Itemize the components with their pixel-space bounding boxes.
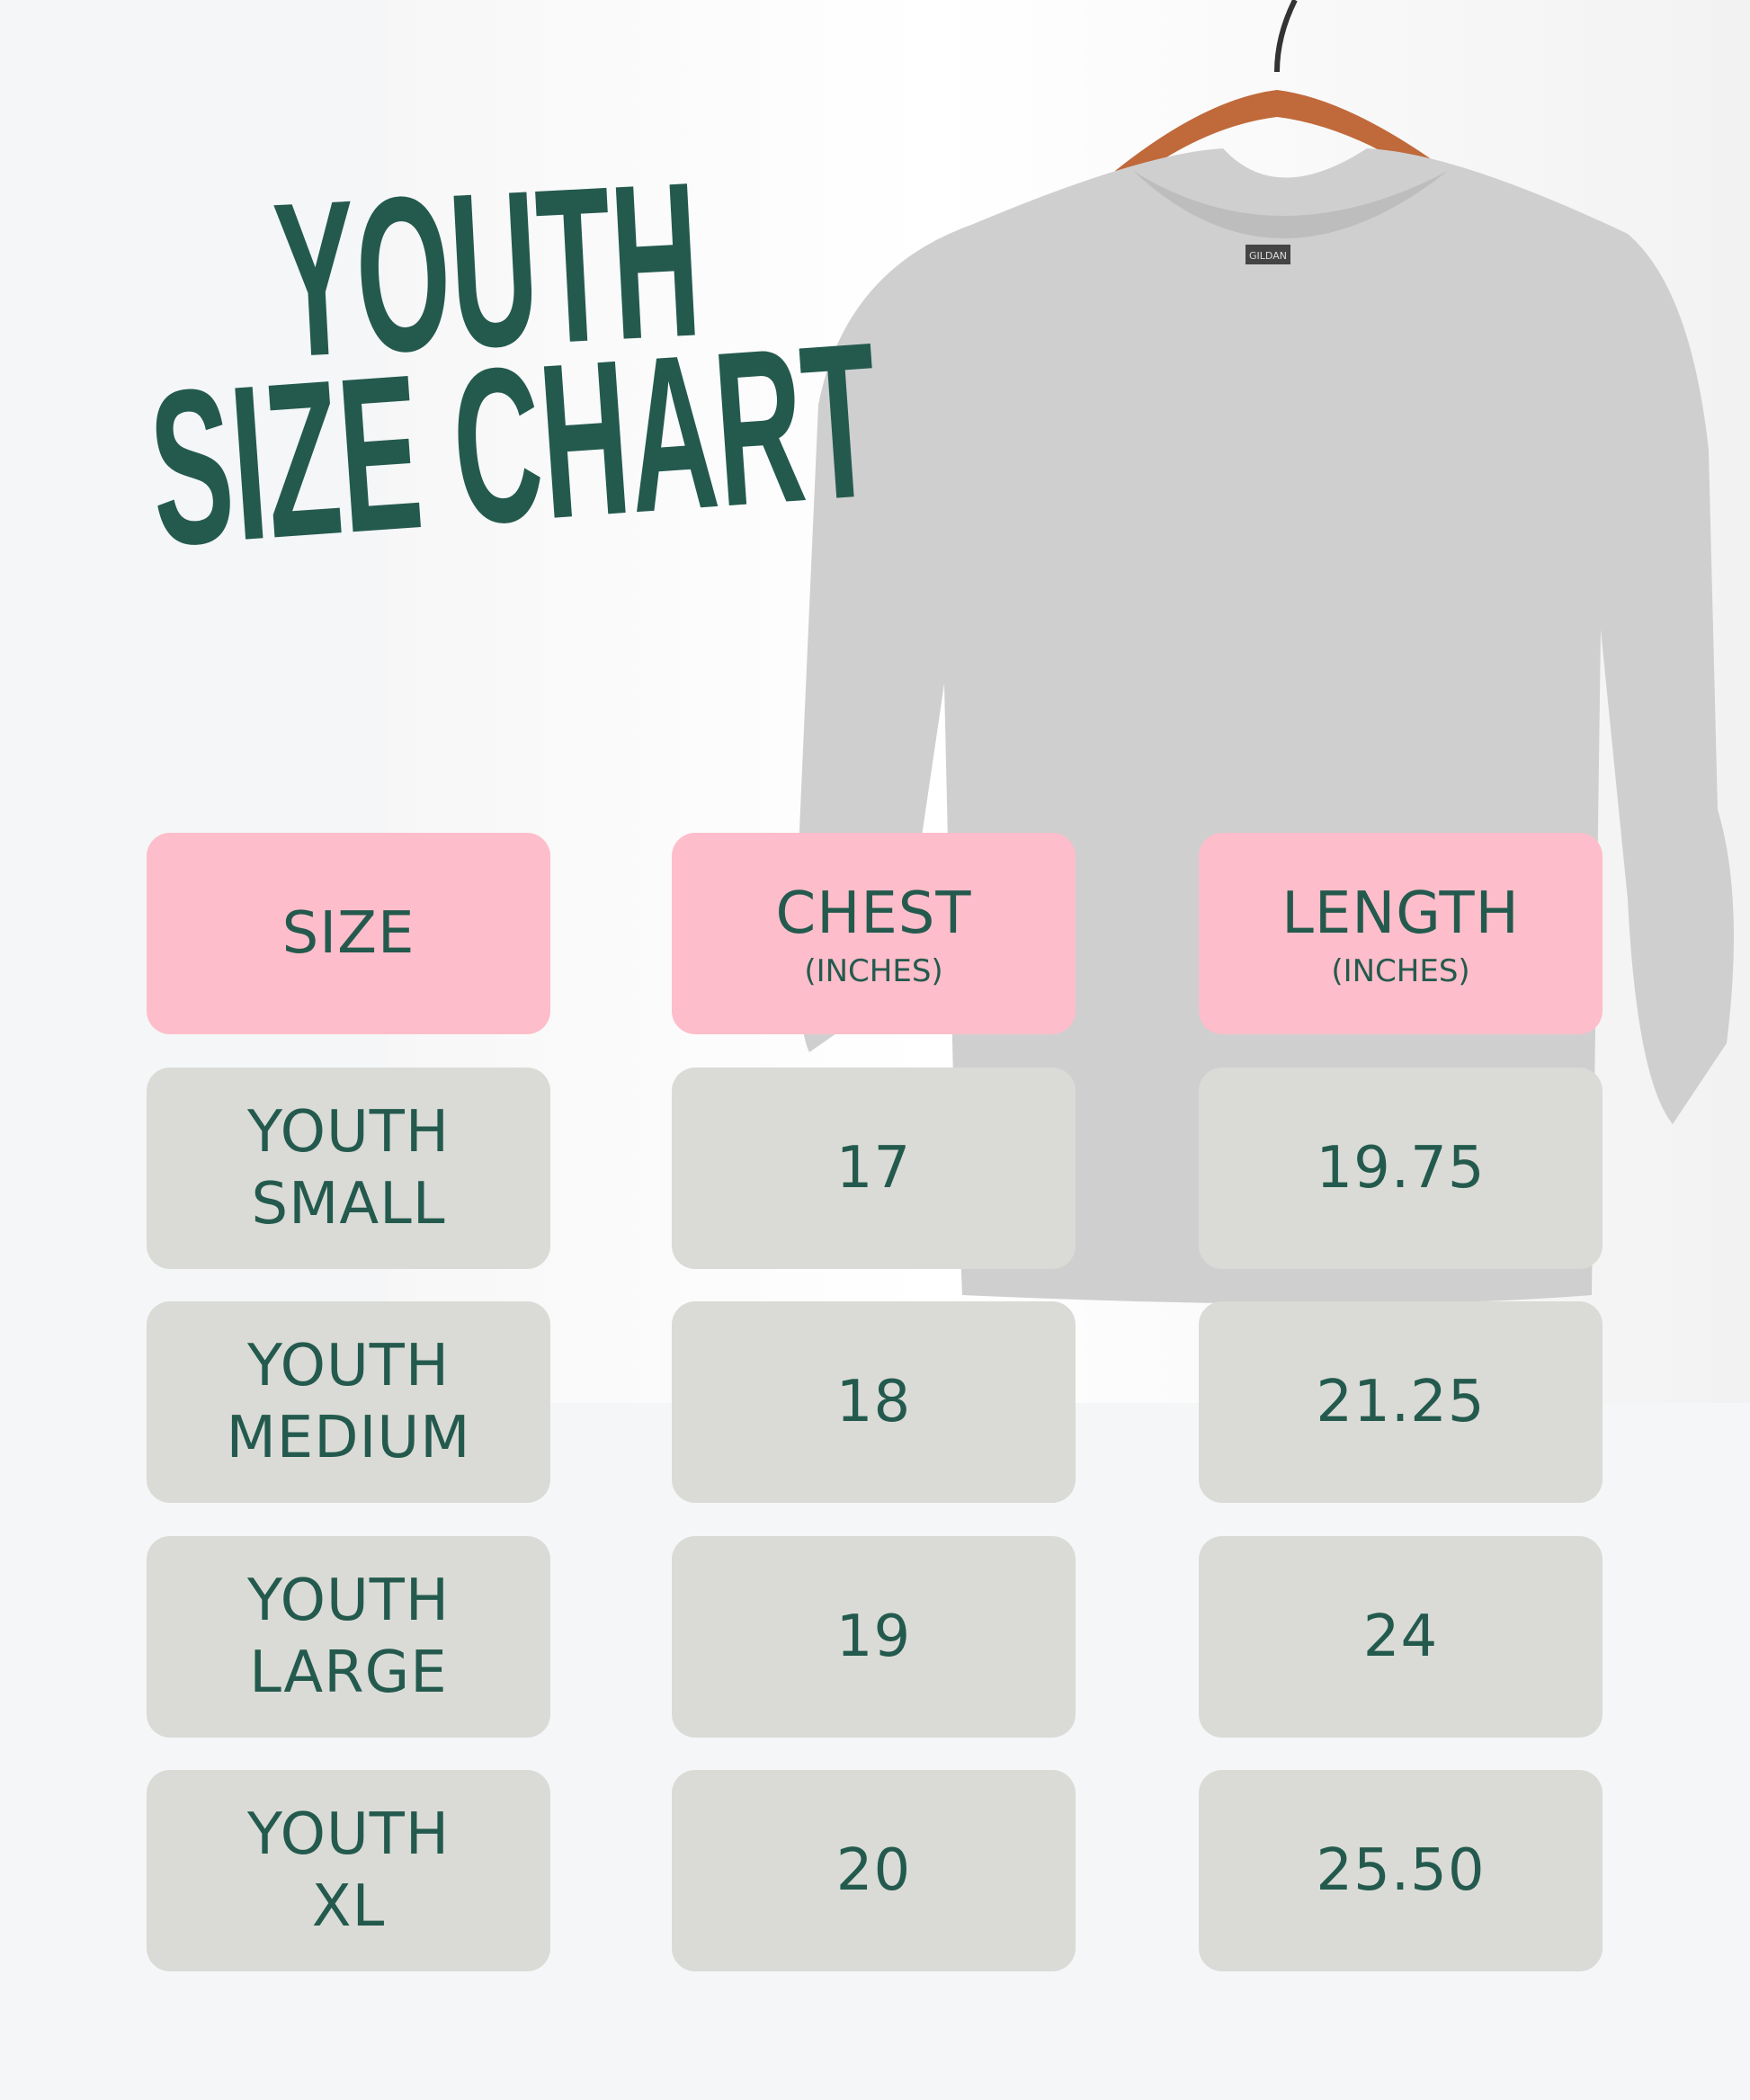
- chest-cell: 19: [672, 1536, 1076, 1738]
- title-line-2: SIZE CHART: [142, 295, 886, 593]
- size-line: YOUTH: [246, 1099, 451, 1166]
- size-cell: YOUTH MEDIUM: [147, 1301, 550, 1503]
- length-value: 25.50: [1316, 1837, 1486, 1904]
- chest-value: 20: [835, 1837, 912, 1904]
- size-cell: YOUTH XL: [147, 1770, 550, 1971]
- chest-cell: 18: [672, 1301, 1076, 1503]
- size-cell: YOUTH SMALL: [147, 1068, 550, 1269]
- header-unit: (INCHES): [804, 953, 943, 989]
- header-unit: (INCHES): [1331, 953, 1470, 989]
- size-line: YOUTH: [246, 1568, 451, 1634]
- length-cell: 21.25: [1199, 1301, 1603, 1503]
- brand-label: GILDAN: [1249, 250, 1287, 262]
- chest-cell: 17: [672, 1068, 1076, 1269]
- length-cell: 24: [1199, 1536, 1603, 1738]
- length-cell: 25.50: [1199, 1770, 1603, 1971]
- length-value: 24: [1362, 1604, 1439, 1670]
- header-label: CHEST: [775, 880, 972, 947]
- header-label: LENGTH: [1281, 880, 1520, 947]
- size-line: MEDIUM: [226, 1405, 471, 1471]
- size-line: YOUTH: [246, 1333, 451, 1399]
- chest-cell: 20: [672, 1770, 1076, 1971]
- header-label: SIZE: [281, 900, 415, 967]
- chest-value: 17: [835, 1135, 912, 1202]
- size-line: YOUTH: [246, 1801, 451, 1868]
- header-chest: CHEST (INCHES): [672, 833, 1076, 1034]
- sweatshirt-collar: [1133, 171, 1448, 238]
- length-cell: 19.75: [1199, 1068, 1603, 1269]
- hanger: [1115, 90, 1448, 180]
- header-length: LENGTH (INCHES): [1199, 833, 1603, 1034]
- size-line: XL: [311, 1873, 386, 1940]
- chest-value: 18: [835, 1369, 912, 1435]
- size-line: LARGE: [249, 1640, 448, 1706]
- size-line: SMALL: [251, 1171, 446, 1238]
- size-cell: YOUTH LARGE: [147, 1536, 550, 1738]
- length-value: 21.25: [1316, 1369, 1486, 1435]
- hanger-hook: [1274, 0, 1298, 73]
- length-value: 19.75: [1316, 1135, 1486, 1202]
- chest-value: 19: [835, 1604, 912, 1670]
- header-size: SIZE: [147, 833, 550, 1034]
